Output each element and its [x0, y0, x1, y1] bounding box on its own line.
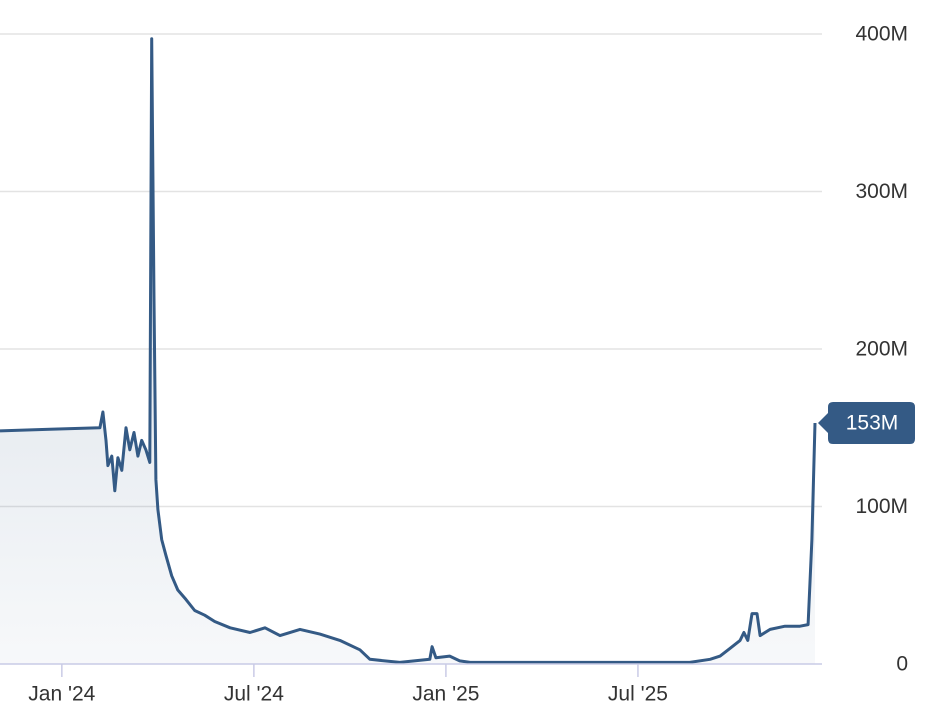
- x-tick-label: Jan '24: [28, 683, 95, 706]
- value-callout: [818, 402, 915, 445]
- y-tick-label: 0: [896, 653, 908, 676]
- y-tick-label: 200M: [855, 338, 908, 361]
- line: [0, 37, 817, 664]
- y-tick-label: 100M: [855, 495, 908, 518]
- area-fill: [0, 38, 815, 664]
- y-tick-label: 400M: [855, 23, 908, 46]
- y-tick-label: 300M: [855, 180, 908, 203]
- x-tick-label: Jul '25: [608, 683, 668, 706]
- x-tick-label: Jan '25: [412, 683, 479, 706]
- x-tick-label: Jul '24: [224, 683, 284, 706]
- value-label: 153M: [846, 412, 899, 435]
